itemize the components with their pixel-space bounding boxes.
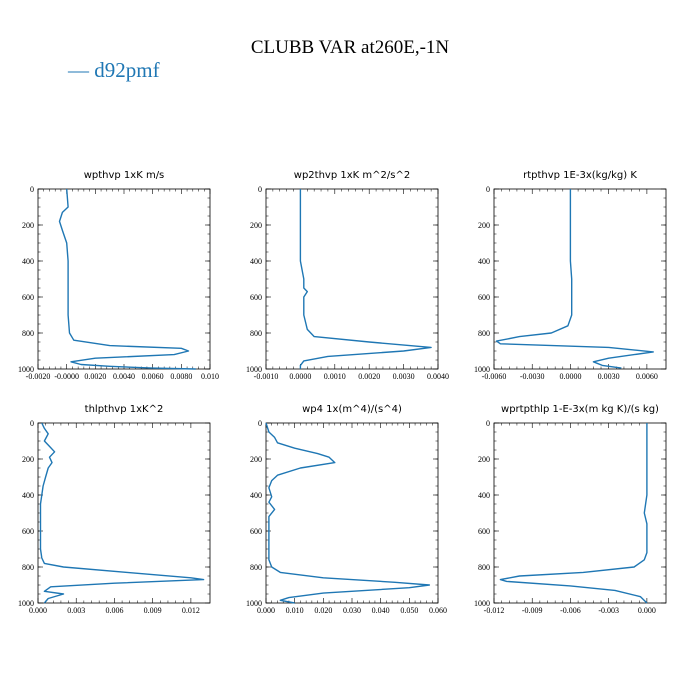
series-line-3	[495, 189, 654, 369]
panel-title-6: wprtpthlp 1-E-3x(m kg K)/(s kg)	[501, 404, 659, 415]
ytick-label: 0	[258, 419, 262, 428]
xtick-label: 0.0040	[113, 372, 135, 381]
xtick-label: -0.003	[598, 606, 619, 615]
chart-main-title: CLUBB VAR at260E,-1N	[250, 37, 450, 58]
panel-title-2: wp2thvp 1xK m^2/s^2	[294, 170, 410, 181]
ytick-label: 600	[250, 527, 262, 536]
ytick-label: 1000	[474, 599, 490, 608]
ytick-label: 600	[478, 527, 490, 536]
xtick-label: 0.003	[67, 606, 85, 615]
panel-frame-1	[37, 188, 211, 370]
xtick-label: 0.0060	[142, 372, 164, 381]
xtick-label: 0.0000	[289, 372, 311, 381]
ytick-label: 400	[250, 257, 262, 266]
series-line-6	[499, 423, 648, 604]
panel-title-4: thlpthvp 1xK^2	[85, 404, 164, 415]
ytick-label: 400	[478, 257, 490, 266]
ytick-label: 600	[250, 293, 262, 302]
xtick-label: 0.010	[286, 606, 304, 615]
xtick-label: 0.009	[144, 606, 162, 615]
xtick-label: 0.0000	[559, 372, 581, 381]
ytick-label: 800	[478, 329, 490, 338]
xtick-label: 0.0080	[170, 372, 192, 381]
xtick-label: 0.0030	[393, 372, 415, 381]
xtick-label: 0.060	[429, 606, 447, 615]
series-line-5	[265, 422, 431, 604]
xtick-label: -0.0000	[54, 372, 79, 381]
panel-frame-4	[37, 422, 211, 604]
xtick-label: 0.020	[314, 606, 332, 615]
ytick-label: 1000	[18, 365, 34, 374]
ytick-label: 0	[30, 185, 34, 194]
series-line-2	[299, 189, 432, 369]
ytick-label: 200	[250, 455, 262, 464]
xtick-label: -0.0020	[26, 372, 51, 381]
ytick-label: 1000	[246, 599, 262, 608]
ytick-label: 600	[22, 293, 34, 302]
ytick-label: 1000	[18, 599, 34, 608]
ytick-label: 200	[22, 221, 34, 230]
ytick-label: 400	[250, 491, 262, 500]
xtick-label: -0.009	[522, 606, 543, 615]
ytick-label: 1000	[474, 365, 490, 374]
panel-frame-3	[493, 188, 667, 370]
xtick-label: -0.0060	[482, 372, 507, 381]
xtick-label: 0.0030	[598, 372, 620, 381]
xtick-label: 0.012	[182, 606, 200, 615]
xtick-label: 0.040	[372, 606, 390, 615]
panel-title-3: rtpthvp 1E-3x(kg/kg) K	[523, 170, 637, 181]
xtick-label: 0.000	[29, 606, 47, 615]
xtick-label: 0.010	[201, 372, 219, 381]
series-line-4	[39, 422, 205, 604]
xtick-label: -0.006	[560, 606, 581, 615]
xtick-label: -0.0030	[520, 372, 545, 381]
series-line-1	[58, 188, 196, 370]
xtick-label: 0.000	[638, 606, 656, 615]
ytick-label: 0	[486, 419, 490, 428]
ytick-label: 800	[22, 563, 34, 572]
ytick-label: 400	[22, 257, 34, 266]
ytick-label: 200	[22, 455, 34, 464]
ytick-label: 800	[250, 563, 262, 572]
xtick-label: -0.0010	[254, 372, 279, 381]
panel-frame-5	[265, 422, 439, 604]
xtick-label: -0.012	[484, 606, 505, 615]
ytick-label: 600	[22, 527, 34, 536]
xtick-label: 0.0010	[324, 372, 346, 381]
ytick-label: 0	[486, 185, 490, 194]
xtick-label: 0.0040	[427, 372, 449, 381]
ytick-label: 800	[478, 563, 490, 572]
panel-title-5: wp4 1x(m^4)/(s^4)	[302, 404, 402, 415]
legend-entry: — d92pmf	[68, 58, 160, 82]
xtick-label: 0.0020	[358, 372, 380, 381]
xtick-label: 0.030	[343, 606, 361, 615]
ytick-label: 200	[250, 221, 262, 230]
ytick-label: 400	[22, 491, 34, 500]
ytick-label: 200	[478, 455, 490, 464]
xtick-label: 0.000	[257, 606, 275, 615]
xtick-label: 0.0020	[84, 372, 106, 381]
ytick-label: 400	[478, 491, 490, 500]
panel-frame-2	[265, 188, 439, 370]
ytick-label: 800	[250, 329, 262, 338]
ytick-label: 0	[30, 419, 34, 428]
ytick-label: 600	[478, 293, 490, 302]
xtick-label: 0.050	[400, 606, 418, 615]
ytick-label: 200	[478, 221, 490, 230]
ytick-label: 800	[22, 329, 34, 338]
xtick-label: 0.0060	[636, 372, 658, 381]
ytick-label: 1000	[246, 365, 262, 374]
panel-title-1: wpthvp 1xK m/s	[84, 170, 165, 181]
ytick-label: 0	[258, 185, 262, 194]
xtick-label: 0.006	[105, 606, 123, 615]
